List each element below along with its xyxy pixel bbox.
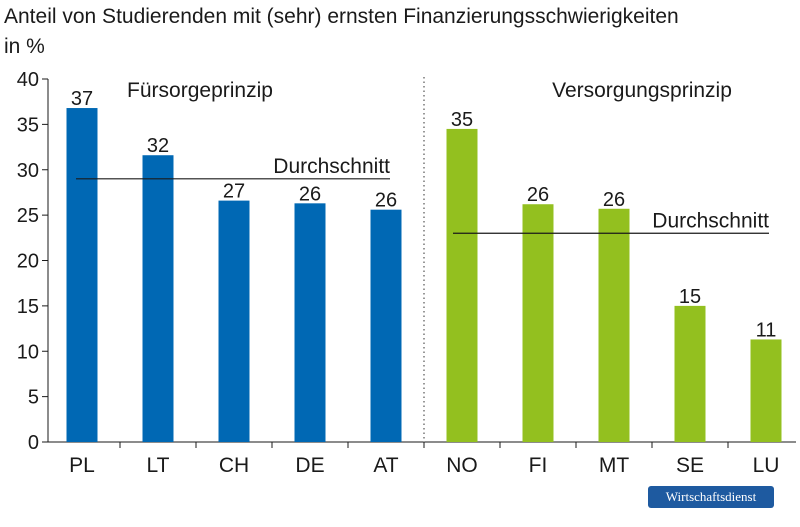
y-tick-label: 5 bbox=[28, 387, 39, 409]
y-tick-label: 20 bbox=[17, 251, 39, 273]
bar bbox=[294, 203, 326, 442]
x-tick-label: FI bbox=[529, 454, 548, 477]
y-tick-label: 30 bbox=[17, 160, 39, 182]
y-tick-label: 15 bbox=[17, 296, 39, 318]
bar bbox=[66, 108, 98, 442]
y-tick-label: 0 bbox=[28, 432, 39, 454]
data-label: 26 bbox=[527, 184, 549, 206]
bar bbox=[598, 208, 630, 442]
y-tick-label: 40 bbox=[17, 69, 39, 91]
data-label: 11 bbox=[756, 319, 777, 341]
x-tick-label: LU bbox=[753, 454, 780, 477]
y-tick-label: 35 bbox=[17, 114, 39, 136]
average-label: Durchschnitt bbox=[652, 209, 769, 232]
y-tick-label: 10 bbox=[17, 341, 39, 363]
x-tick-label: MT bbox=[599, 454, 629, 477]
x-tick-label: LT bbox=[147, 454, 170, 477]
data-label: 27 bbox=[223, 181, 245, 203]
source-badge: Wirtschaftsdienst bbox=[648, 486, 774, 508]
bar bbox=[218, 200, 250, 442]
bar bbox=[142, 155, 174, 443]
x-tick-label: NO bbox=[446, 454, 478, 477]
data-label: 26 bbox=[375, 190, 397, 212]
bar bbox=[370, 209, 402, 442]
x-tick-label: CH bbox=[219, 454, 249, 477]
bar bbox=[446, 128, 478, 442]
x-tick-label: AT bbox=[373, 454, 398, 477]
data-label: 32 bbox=[147, 135, 169, 157]
unit-label: in % bbox=[4, 35, 45, 58]
x-tick-label: SE bbox=[676, 454, 704, 477]
data-label: 26 bbox=[603, 189, 625, 211]
x-tick-label: PL bbox=[69, 454, 95, 477]
bar bbox=[522, 204, 554, 442]
average-label: Durchschnitt bbox=[273, 155, 390, 178]
data-label: 37 bbox=[71, 88, 93, 110]
data-label: 15 bbox=[679, 286, 701, 308]
data-label: 35 bbox=[451, 109, 473, 131]
group-label: Fürsorgeprinzip bbox=[127, 79, 273, 102]
y-tick-label: 25 bbox=[17, 205, 39, 227]
bar bbox=[750, 339, 782, 442]
x-tick-label: DE bbox=[295, 454, 324, 477]
group-label: Versorgungsprinzip bbox=[552, 79, 732, 102]
data-label: 26 bbox=[299, 183, 321, 205]
bar bbox=[674, 305, 706, 442]
chart-title: Anteil von Studierenden mit (sehr) ernst… bbox=[4, 5, 679, 28]
